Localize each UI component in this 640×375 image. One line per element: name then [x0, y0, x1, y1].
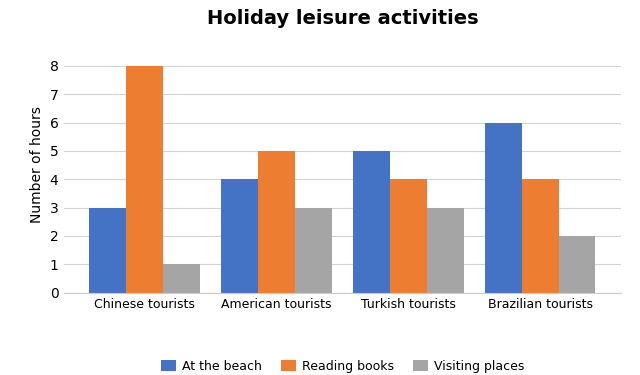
Title: Holiday leisure activities: Holiday leisure activities	[207, 9, 478, 28]
Bar	[353, 151, 390, 292]
Y-axis label: Number of hours: Number of hours	[30, 106, 44, 224]
Bar	[126, 66, 163, 292]
Bar	[427, 207, 463, 292]
Bar	[522, 179, 559, 292]
Legend: At the beach, Reading books, Visiting places: At the beach, Reading books, Visiting pl…	[156, 355, 529, 375]
Bar	[484, 123, 522, 292]
Bar	[90, 207, 126, 292]
Bar	[221, 179, 258, 292]
Bar	[163, 264, 200, 292]
Bar	[559, 236, 595, 292]
Bar	[390, 179, 427, 292]
Bar	[258, 151, 295, 292]
Bar	[295, 207, 332, 292]
